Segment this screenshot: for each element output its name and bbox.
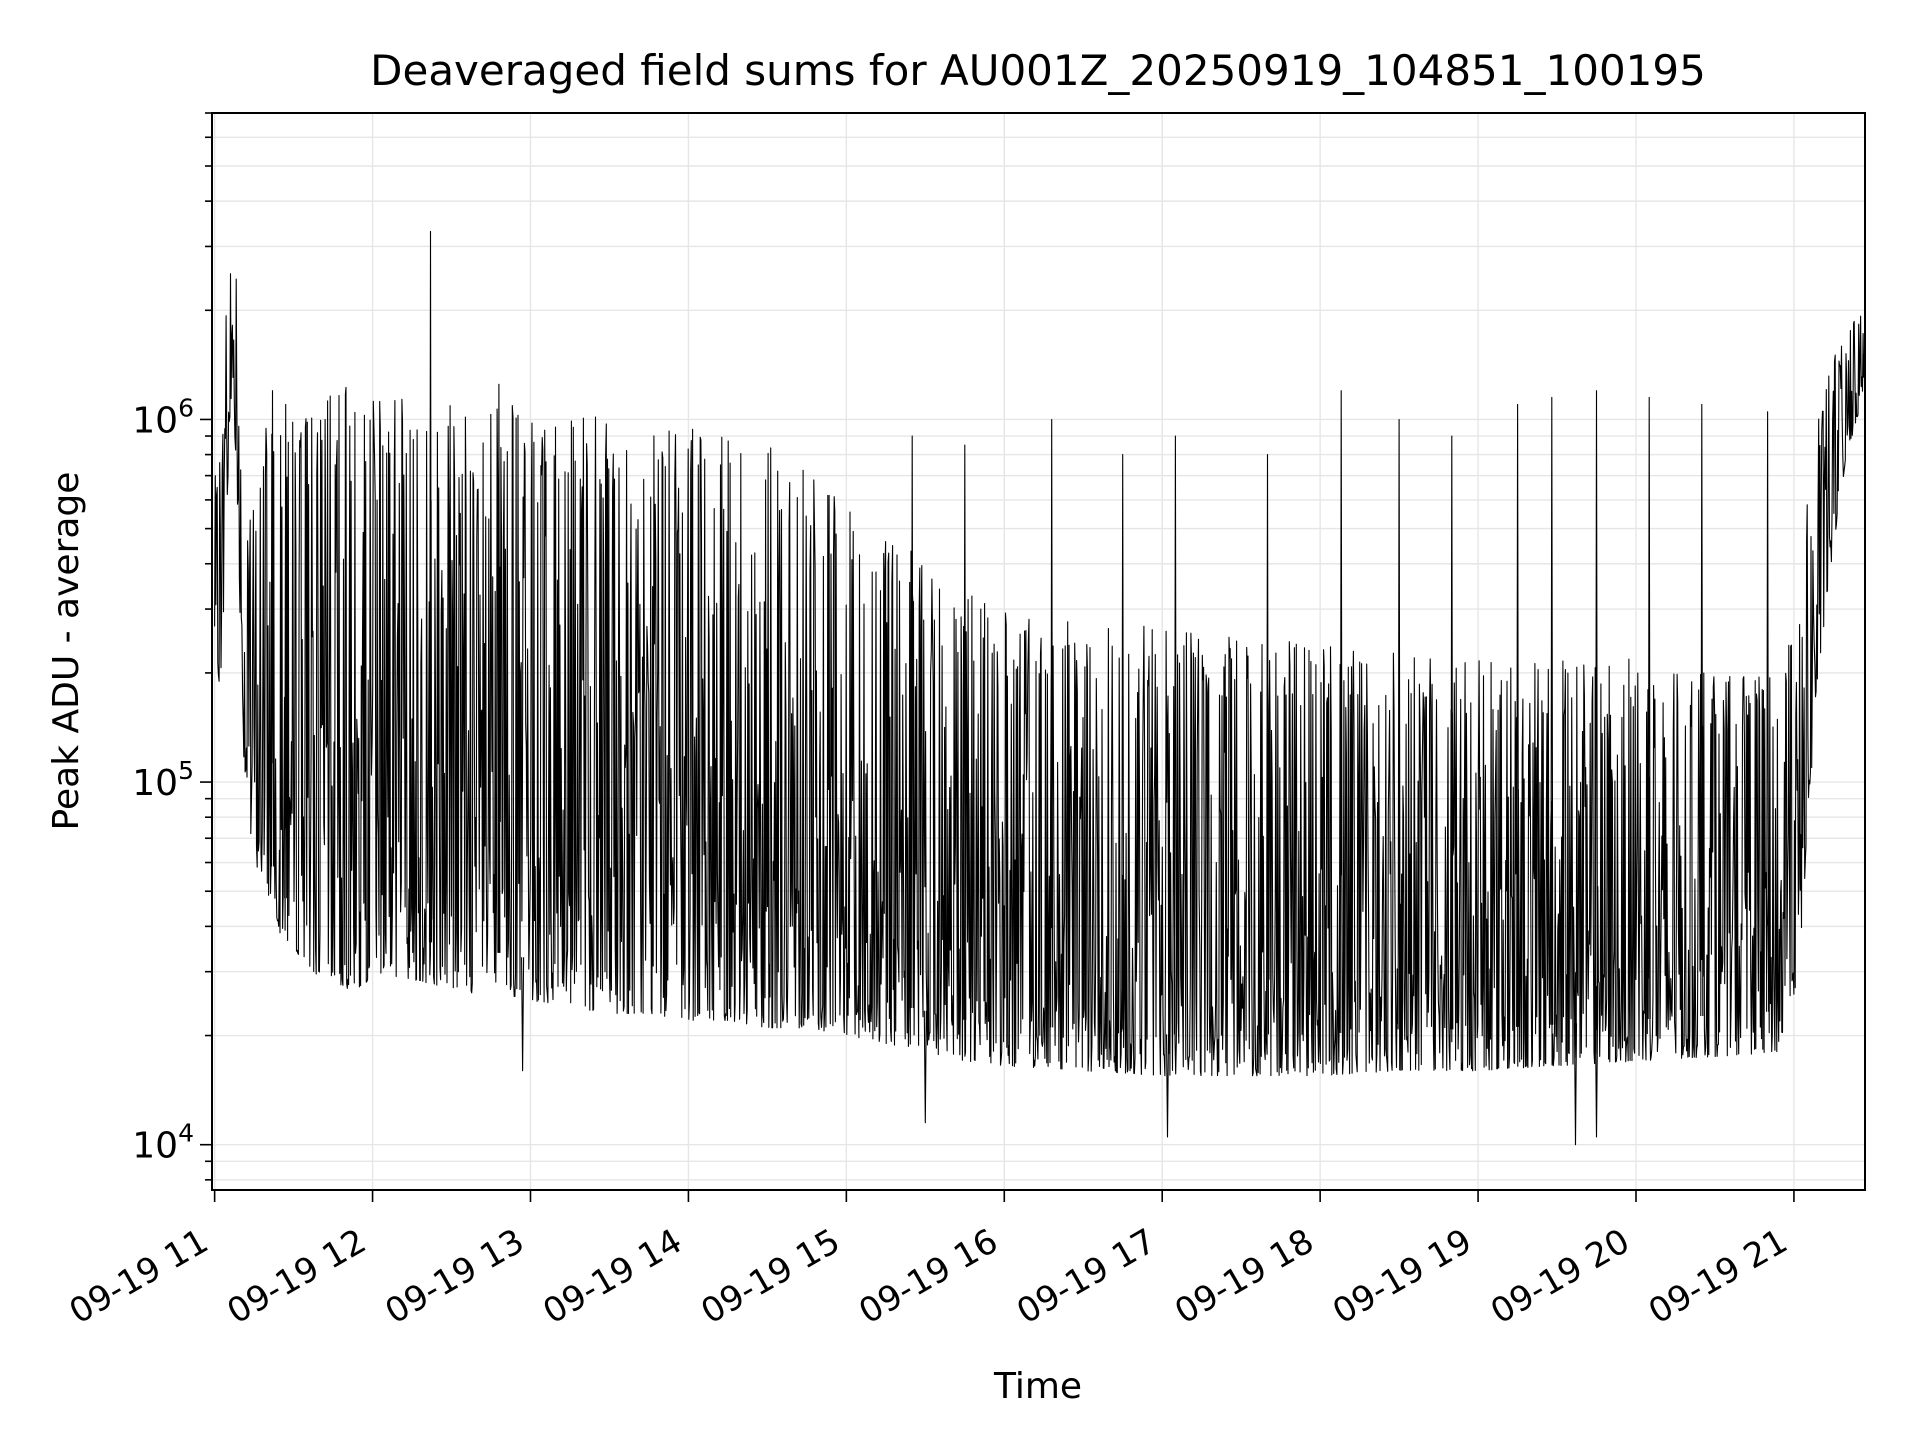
y-axis-ticks: 104 105 106 — [132, 112, 212, 1181]
y-tick-label: 105 — [132, 756, 194, 804]
series-trace — [214, 230, 1865, 1146]
y-tick-label: 104 — [132, 1119, 194, 1167]
plot-frame — [211, 112, 1866, 1191]
series-line — [214, 230, 1865, 1146]
chart-title: Deaveraged field sums for AU001Z_2025091… — [370, 46, 1706, 95]
y-axis-label: Peak ADU - average — [46, 472, 87, 831]
y-tick-label: 106 — [132, 393, 194, 441]
x-axis-label: Time — [993, 1366, 1082, 1407]
